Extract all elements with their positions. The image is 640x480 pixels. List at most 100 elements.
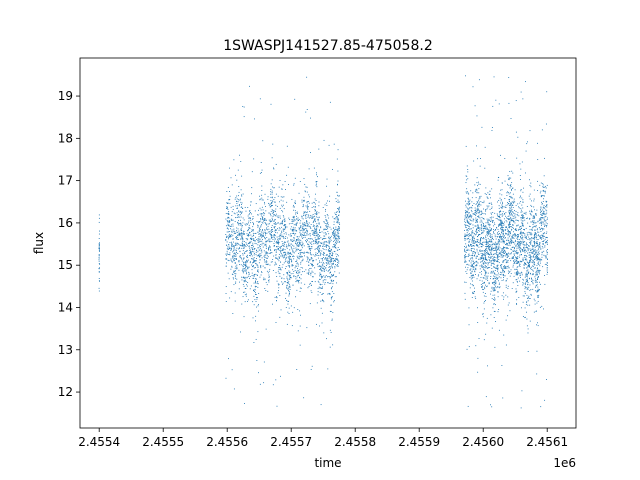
data-point bbox=[236, 229, 238, 231]
data-point bbox=[228, 224, 230, 226]
data-point bbox=[468, 201, 470, 203]
data-point bbox=[495, 285, 496, 287]
data-point bbox=[258, 292, 260, 294]
data-point bbox=[286, 174, 288, 176]
data-point bbox=[307, 216, 309, 218]
data-point bbox=[507, 218, 509, 220]
data-point bbox=[542, 247, 544, 249]
data-point bbox=[540, 211, 542, 213]
data-point bbox=[248, 222, 249, 224]
data-point bbox=[272, 210, 274, 212]
data-point bbox=[243, 116, 245, 118]
data-point bbox=[519, 231, 521, 233]
data-point bbox=[485, 256, 487, 258]
data-point bbox=[527, 265, 529, 267]
data-point bbox=[532, 269, 534, 271]
data-point bbox=[468, 226, 470, 228]
data-point bbox=[482, 243, 484, 245]
data-point bbox=[263, 220, 265, 222]
data-point bbox=[327, 222, 328, 224]
data-point bbox=[329, 256, 331, 257]
data-point bbox=[537, 278, 538, 280]
data-point bbox=[246, 233, 248, 235]
data-point bbox=[503, 275, 505, 277]
data-point bbox=[278, 241, 280, 243]
data-point bbox=[322, 253, 324, 255]
data-point bbox=[528, 286, 530, 288]
data-point bbox=[98, 263, 100, 264]
data-point bbox=[250, 201, 252, 203]
data-point bbox=[525, 236, 527, 237]
data-point bbox=[481, 225, 483, 227]
data-point bbox=[227, 225, 229, 226]
data-point bbox=[519, 197, 521, 199]
data-point bbox=[526, 247, 528, 249]
data-point bbox=[508, 240, 510, 242]
data-point bbox=[98, 243, 100, 245]
data-point bbox=[299, 249, 301, 251]
data-point bbox=[290, 223, 292, 224]
data-point bbox=[494, 273, 496, 275]
data-point bbox=[514, 254, 515, 256]
data-point bbox=[261, 237, 263, 239]
data-point bbox=[319, 283, 321, 285]
data-point bbox=[514, 268, 516, 270]
data-point bbox=[512, 257, 514, 259]
data-point bbox=[317, 218, 319, 220]
data-point bbox=[314, 234, 316, 236]
data-point bbox=[483, 258, 485, 260]
data-point bbox=[258, 372, 259, 374]
data-point bbox=[469, 287, 471, 289]
data-point bbox=[99, 263, 101, 265]
data-point bbox=[316, 248, 318, 250]
data-point bbox=[526, 232, 528, 234]
data-point bbox=[271, 235, 273, 237]
data-point bbox=[508, 200, 510, 202]
data-point bbox=[330, 239, 332, 241]
data-point bbox=[467, 215, 469, 217]
data-point bbox=[331, 280, 333, 282]
data-point bbox=[324, 223, 326, 224]
data-point bbox=[532, 279, 534, 281]
data-point bbox=[242, 232, 244, 234]
data-point bbox=[295, 249, 297, 251]
data-point bbox=[498, 177, 500, 178]
data-point bbox=[249, 252, 251, 254]
data-point bbox=[489, 208, 491, 210]
data-point bbox=[257, 214, 259, 216]
data-point bbox=[475, 231, 477, 233]
data-point bbox=[251, 245, 253, 247]
data-point bbox=[237, 201, 239, 203]
data-point bbox=[311, 215, 313, 217]
data-point bbox=[290, 226, 292, 228]
data-point bbox=[502, 397, 504, 399]
data-point bbox=[301, 215, 303, 217]
data-point bbox=[476, 219, 478, 221]
data-point bbox=[468, 238, 470, 239]
data-point bbox=[533, 263, 535, 265]
data-point bbox=[288, 245, 290, 247]
data-point bbox=[255, 251, 257, 253]
data-point bbox=[310, 253, 312, 255]
data-point bbox=[534, 253, 536, 255]
data-point bbox=[330, 259, 332, 261]
data-point bbox=[273, 220, 275, 222]
data-point bbox=[508, 255, 510, 257]
data-point bbox=[465, 200, 466, 202]
data-point bbox=[485, 267, 487, 269]
data-point bbox=[477, 225, 479, 227]
data-point bbox=[288, 286, 290, 288]
data-point bbox=[486, 259, 488, 261]
data-point bbox=[491, 260, 493, 262]
data-point bbox=[269, 245, 271, 247]
data-point bbox=[478, 201, 480, 203]
data-point bbox=[481, 260, 483, 262]
data-point bbox=[244, 253, 246, 254]
data-point bbox=[289, 271, 291, 273]
data-point bbox=[524, 229, 525, 231]
data-point bbox=[276, 249, 277, 251]
data-point bbox=[511, 288, 513, 289]
data-point bbox=[528, 271, 530, 273]
data-point bbox=[333, 230, 335, 232]
data-point bbox=[261, 230, 263, 231]
